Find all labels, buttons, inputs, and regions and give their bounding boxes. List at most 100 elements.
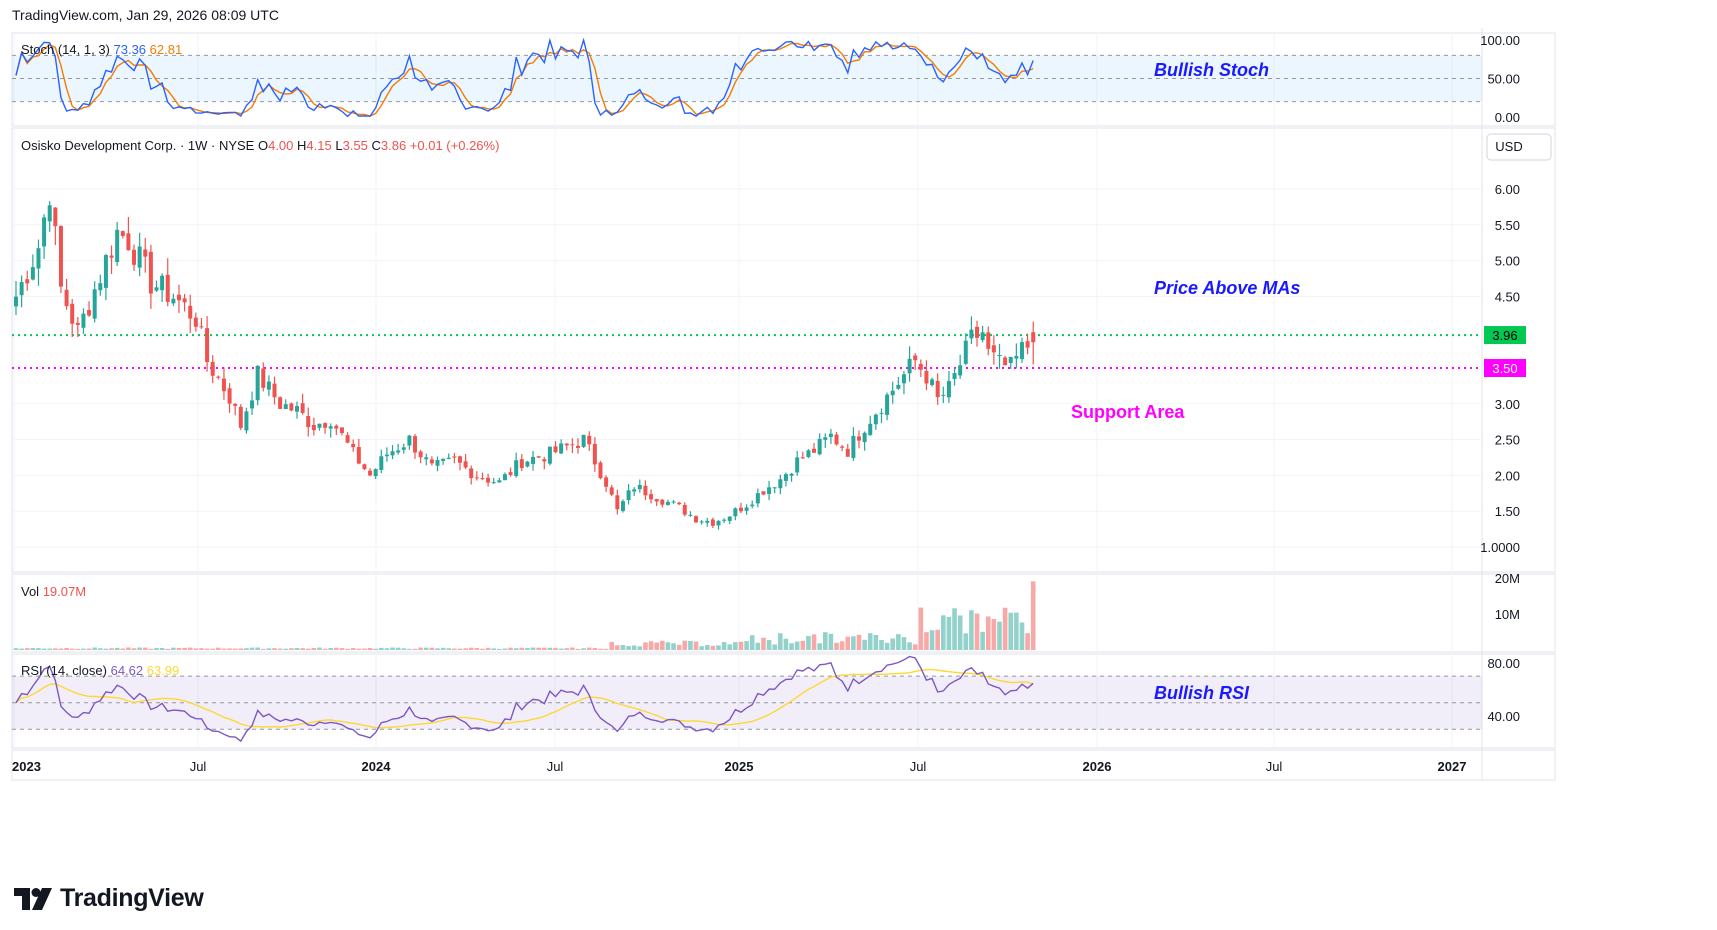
legend-part: C [371, 138, 380, 153]
legend-part: Osisko Development Corp. · 1W · NYSE [21, 138, 258, 153]
chart-svg[interactable]: 6.00 5.50 5.00 4.50 3.00 2.50 2.00 1.50 1.0000 US… [0, 0, 1717, 880]
candle-body [705, 520, 710, 523]
volume-bar [41, 648, 47, 650]
candle [98, 274, 103, 296]
candle-body [132, 249, 137, 265]
volume-bar [429, 647, 435, 650]
volume-bar [834, 642, 839, 650]
candle-body [508, 472, 513, 475]
candle [587, 431, 592, 451]
candle [632, 487, 637, 496]
volume-bar [81, 648, 86, 650]
volume-bar [53, 648, 58, 650]
legend-part: H [297, 138, 306, 153]
volume-bar [98, 648, 103, 650]
volume-bar [440, 647, 446, 650]
candle [547, 446, 552, 466]
volume-bar [828, 633, 834, 650]
currency-box [1486, 133, 1552, 161]
candle-body [401, 447, 406, 450]
candle [738, 502, 743, 514]
candle [688, 511, 693, 517]
candle [300, 393, 305, 415]
candle-body [1003, 357, 1008, 366]
candle-body [87, 310, 92, 316]
volume-bar [1019, 622, 1025, 650]
candle [564, 443, 569, 451]
candle [446, 453, 451, 460]
candle-body [986, 332, 991, 349]
candle-body [598, 462, 603, 479]
candle [373, 468, 378, 480]
price-legend: Osisko Development Corp. · 1W · NYSE O4.… [21, 138, 499, 153]
candle [553, 441, 558, 454]
volume-bar [86, 648, 92, 650]
time-axis-label: Jul [190, 759, 207, 774]
candle-body [890, 390, 895, 396]
candle [368, 468, 373, 477]
tradingview-logo[interactable]: TradingView [14, 884, 204, 913]
candle-body [654, 499, 659, 502]
volume-bar [744, 641, 749, 650]
candle [901, 370, 906, 395]
volume-bar [929, 630, 935, 650]
candle [250, 391, 255, 415]
candle-body [868, 423, 873, 436]
rsi-ma-line [15, 668, 1034, 729]
resistance-tag [1484, 326, 1526, 345]
candle [778, 474, 783, 495]
candle [626, 484, 631, 505]
candle [115, 221, 120, 266]
volume-bar [255, 647, 260, 650]
volume-bar [339, 648, 345, 650]
volume-bar [778, 633, 783, 650]
candle-body [379, 456, 384, 470]
volume-bar [620, 645, 626, 650]
volume-bar [806, 636, 811, 650]
candle [429, 456, 434, 466]
candle [390, 445, 395, 460]
volume-bar [384, 648, 390, 650]
legend-part: 62.81 [150, 42, 183, 57]
volume-bar [159, 647, 165, 650]
candle [694, 515, 699, 523]
candle-body [193, 317, 198, 327]
time-axis-label: 2023 [12, 759, 41, 774]
candle-body [295, 406, 299, 412]
pane-rsi [11, 653, 1556, 749]
candle [272, 376, 277, 405]
candle [137, 232, 142, 277]
time-axis-label: Jul [1266, 759, 1283, 774]
candle [148, 244, 153, 309]
candle-body [553, 446, 558, 453]
candle-body [941, 394, 946, 396]
candle-body [53, 207, 58, 227]
candle-body [581, 434, 586, 447]
candle-body [857, 436, 861, 441]
volume-bar [176, 647, 182, 650]
candle [592, 437, 597, 472]
candle [19, 275, 24, 308]
candle [334, 424, 339, 436]
candle [609, 484, 614, 497]
candle-body [918, 363, 923, 370]
candle-body [750, 504, 755, 507]
candle-body [109, 255, 114, 258]
candle-body [474, 477, 479, 479]
candle [132, 244, 137, 271]
legend-part: 4.00 [268, 138, 297, 153]
volume-bar [749, 635, 755, 650]
price-axis-label: 4.50 [1495, 289, 1520, 304]
volume-bar [508, 647, 513, 650]
volume-bar [137, 647, 142, 650]
volume-bar [244, 648, 249, 650]
candle [216, 375, 221, 380]
candle-body [486, 477, 491, 483]
candle-body [688, 514, 693, 516]
candle-body [755, 493, 760, 504]
candle-body [952, 373, 957, 379]
volume-bar [187, 647, 193, 650]
candle-body [103, 255, 108, 288]
candle [536, 456, 541, 458]
candle [963, 333, 968, 366]
